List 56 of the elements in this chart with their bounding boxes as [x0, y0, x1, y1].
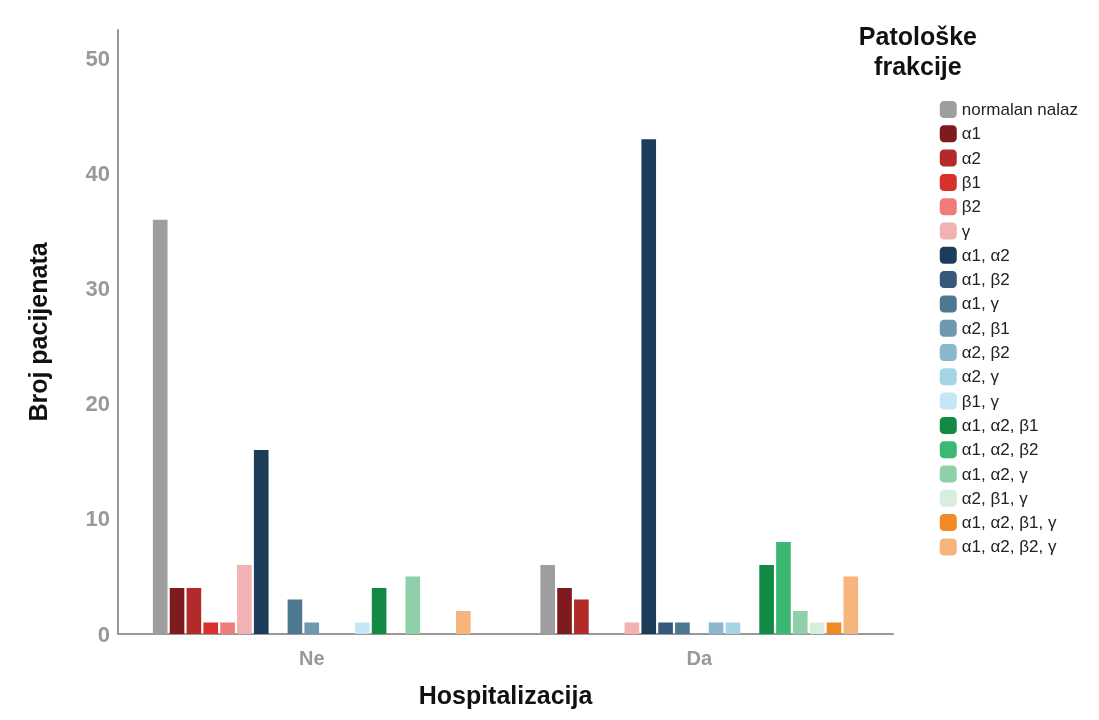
bar [455, 610, 471, 634]
x-axis-title: Hospitalizacija [418, 680, 594, 709]
legend-title: Patološke frakcije [858, 22, 978, 80]
bar [675, 622, 690, 634]
bar [371, 587, 387, 634]
bar [253, 449, 269, 634]
legend-label: α1, γ [961, 294, 1000, 314]
bar [169, 587, 185, 634]
bar [759, 564, 774, 634]
legend-label: β1 [961, 172, 981, 192]
bar [809, 622, 825, 634]
bar [708, 622, 724, 634]
bar [826, 622, 842, 634]
bar [557, 587, 572, 634]
bar [843, 576, 859, 634]
legend-label: α1, α2, γ [961, 464, 1029, 484]
bar [792, 610, 808, 634]
y-tick-label: 40 [85, 161, 110, 187]
legend-label: normalan nalaz [961, 100, 1079, 119]
y-tick-label: 50 [85, 46, 110, 72]
legend-label: α1, α2, β1, γ [961, 513, 1057, 533]
legend-label: α2, β2 [961, 343, 1010, 362]
y-tick-label: 30 [85, 276, 110, 302]
bar [220, 622, 235, 634]
bar [304, 622, 320, 634]
bar [186, 587, 202, 634]
bar [405, 576, 421, 634]
legend-label: α1, β2 [961, 270, 1010, 290]
bar [725, 622, 741, 634]
y-axis-title: Broj pacijenata [23, 241, 52, 422]
legend-label: α2, β1, γ [961, 488, 1029, 508]
x-tick-label: Da [686, 647, 713, 669]
y-tick-label: 10 [85, 506, 110, 532]
x-tick-label: Ne [298, 647, 325, 669]
legend-label: α1, α2, β1 [961, 415, 1039, 435]
y-tick-label: 20 [85, 391, 110, 417]
legend-label: α2, β1 [961, 318, 1010, 338]
bar [203, 622, 219, 634]
legend-label: α1 [961, 124, 982, 144]
bar [776, 541, 791, 634]
legend-label: γ [961, 221, 971, 241]
bar [624, 622, 640, 634]
bar [641, 139, 657, 634]
bar [237, 564, 252, 634]
bar [287, 599, 303, 634]
legend-label: α1, α2, β2, γ [961, 537, 1057, 557]
y-tick-label: 0 [97, 621, 110, 647]
legend-label: β2 [961, 197, 981, 217]
bar [658, 622, 673, 634]
legend-label: α2 [961, 148, 982, 168]
legend-label: α1, α2, β2 [961, 440, 1039, 460]
legend-label: β1, γ [961, 391, 1000, 411]
bar [354, 622, 370, 634]
legend-label: α1, α2 [961, 245, 1010, 265]
legend-label: α2, γ [961, 367, 1000, 387]
bar [574, 599, 589, 634]
